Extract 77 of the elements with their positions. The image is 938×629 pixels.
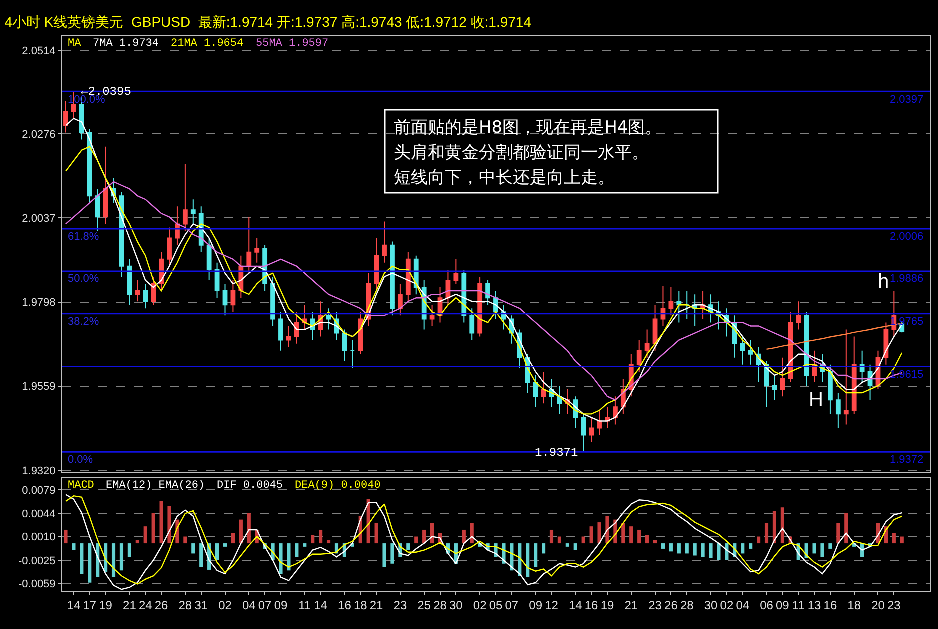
ref-line-label: 2.0397 bbox=[890, 94, 924, 106]
x-tick-label: 07 bbox=[258, 598, 272, 612]
y-tick-label: 0.0010 bbox=[22, 532, 56, 544]
x-tick-label: 09 bbox=[776, 598, 790, 612]
ref-line-label: 2.0006 bbox=[890, 231, 924, 243]
x-tick-label: 16 bbox=[584, 598, 599, 612]
y-tick-label: 0.0079 bbox=[22, 484, 56, 497]
text: DIF 0.0045 bbox=[217, 480, 284, 492]
x-tick-label: 31 bbox=[194, 598, 208, 612]
annotation: h bbox=[878, 271, 890, 293]
x-tick-label: 18 bbox=[354, 598, 368, 612]
annotation: 短线向下，中长还是向上走。 bbox=[394, 168, 615, 188]
annotation: H bbox=[809, 389, 824, 411]
x-tick-label: 18 bbox=[848, 598, 862, 612]
x-tick-label: 21 bbox=[123, 598, 137, 612]
x-tick-label: 30 bbox=[704, 598, 718, 612]
y-tick-label: 1.9559 bbox=[22, 381, 56, 394]
x-tick-label: 25 bbox=[418, 598, 432, 612]
y-tick-label: -0.0025 bbox=[18, 555, 56, 568]
x-tick-label: 19 bbox=[600, 598, 614, 612]
annotation: 50.0% bbox=[68, 273, 100, 285]
x-tick-label: 06 bbox=[760, 598, 774, 612]
y-tick-label: 2.0514 bbox=[22, 45, 56, 58]
x-tick-label: 02 bbox=[720, 598, 734, 612]
x-tick-label: 11 bbox=[298, 598, 312, 612]
chart-subtitle: MA bbox=[68, 38, 82, 50]
x-tick-label: 16 bbox=[338, 598, 352, 612]
x-tick-label: 02 bbox=[473, 598, 488, 612]
x-tick-label: 28 bbox=[178, 598, 192, 612]
x-tick-label: 16 bbox=[824, 598, 838, 612]
y-tick-label: 1.9798 bbox=[22, 297, 56, 310]
x-tick-label: 09 bbox=[274, 598, 288, 612]
y-tick-label: -0.0059 bbox=[18, 578, 56, 590]
x-tick-label: 23 bbox=[394, 598, 408, 612]
x-tick-label: 26 bbox=[664, 598, 678, 612]
x-tick-label: 28 bbox=[680, 598, 694, 612]
annotation: 头肩和黄金分割都验证同一水平。 bbox=[394, 143, 649, 163]
y-tick-label: 1.9320 bbox=[22, 465, 56, 478]
text: 7MA 1.9734 bbox=[93, 38, 160, 50]
x-tick-label: 12 bbox=[545, 598, 559, 612]
annotation: 38.2% bbox=[68, 316, 100, 328]
x-tick-label: 02 bbox=[218, 598, 232, 612]
chart-title: 4小时 K线英镑美元 GBPUSD 最新:1.9714 开:1.9737 高:1.9743 低:1.9712 收:1.9714 bbox=[4, 14, 532, 30]
x-tick-label: 04 bbox=[736, 598, 750, 612]
x-tick-label: 14 bbox=[67, 598, 81, 612]
ref-line-label: 1.9886 bbox=[890, 273, 924, 285]
x-tick-label: 30 bbox=[450, 598, 464, 612]
x-tick-label: 21 bbox=[370, 598, 384, 612]
x-tick-label: 24 bbox=[138, 598, 153, 612]
x-tick-label: 13 bbox=[808, 598, 822, 612]
x-tick-label: 05 bbox=[489, 598, 503, 612]
chart-title: MACD bbox=[68, 480, 95, 492]
ref-line-label: 1.9372 bbox=[890, 454, 924, 466]
x-tick-label: 20 bbox=[872, 598, 886, 612]
x-tick-label: 23 bbox=[887, 598, 902, 612]
annotation: 前面贴的是H8图，现在再是H4图。 bbox=[394, 118, 662, 138]
y-tick-label: 2.0276 bbox=[22, 129, 56, 141]
x-tick-label: 14 bbox=[568, 598, 583, 612]
y-tick-label: 0.0044 bbox=[22, 508, 56, 521]
x-tick-label: 21 bbox=[624, 598, 638, 612]
x-tick-label: 26 bbox=[154, 598, 169, 612]
x-tick-label: 28 bbox=[434, 598, 448, 612]
x-tick-label: 23 bbox=[648, 598, 662, 612]
annotation: 0.0% bbox=[68, 454, 94, 466]
annotation: EMA(12) EMA(26) bbox=[106, 480, 206, 492]
x-tick-label: 11 bbox=[792, 598, 806, 612]
text: 21MA 1.9654 bbox=[171, 38, 244, 50]
x-tick-label: 17 bbox=[83, 598, 97, 612]
x-tick-label: 07 bbox=[505, 598, 519, 612]
x-tick-label: 09 bbox=[529, 598, 543, 612]
annotation: 61.8% bbox=[68, 231, 100, 243]
text: 55MA 1.9597 bbox=[256, 38, 329, 50]
x-tick-label: 14 bbox=[314, 598, 328, 612]
x-tick-label: 19 bbox=[99, 598, 113, 612]
series-label: DEA(9) 0.0040 bbox=[295, 480, 381, 492]
y-tick-label: 2.0037 bbox=[22, 213, 56, 226]
x-tick-label: 04 bbox=[242, 598, 256, 612]
